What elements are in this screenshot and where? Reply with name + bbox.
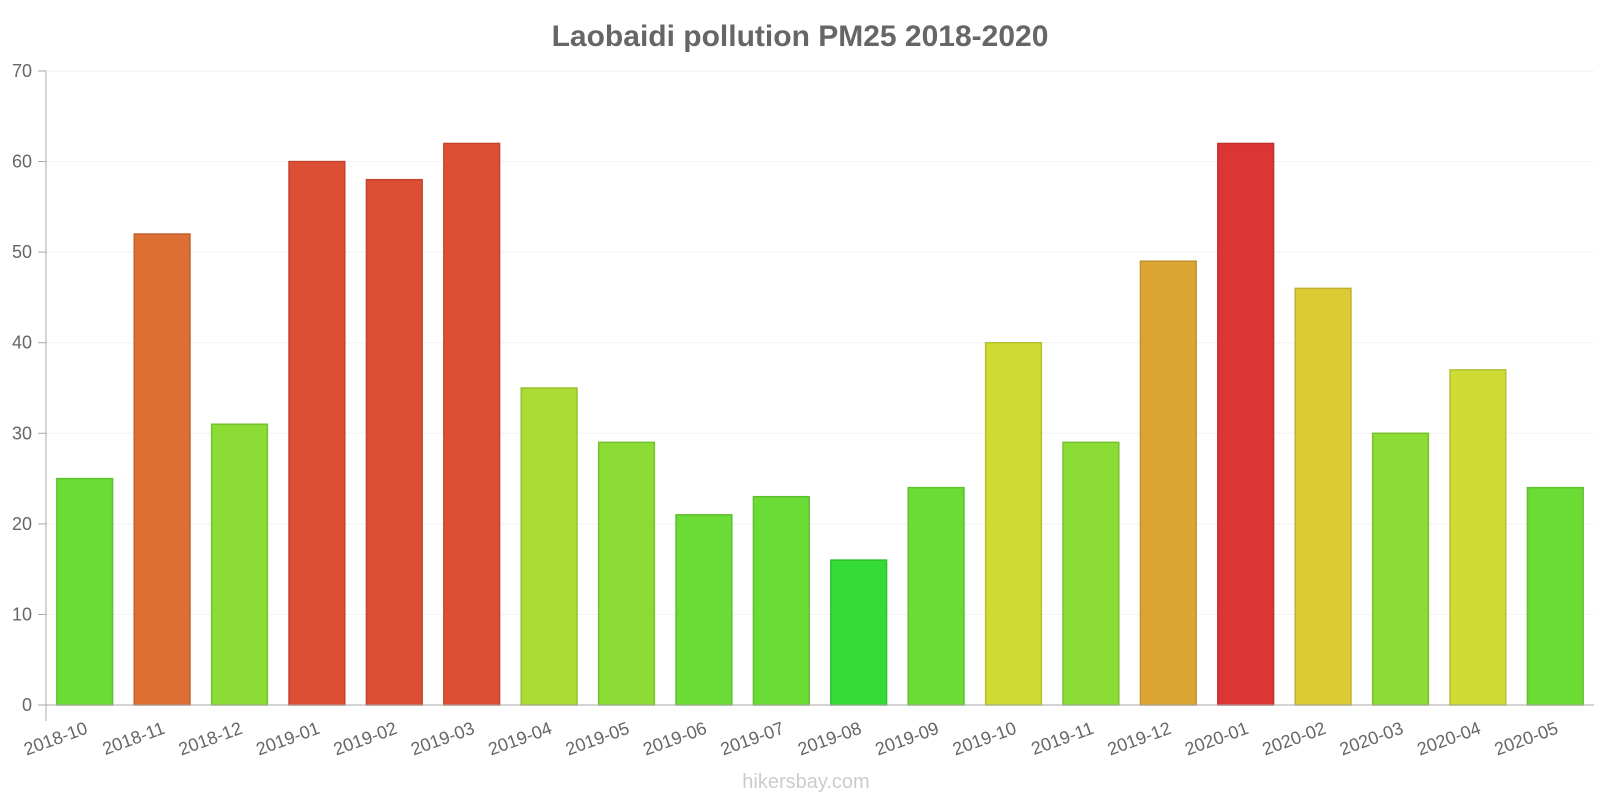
x-tick-label: 2020-01 <box>1182 718 1251 759</box>
y-tick-label: 70 <box>12 61 32 81</box>
x-tick-label: 2019-11 <box>1029 718 1097 759</box>
bar-2018-10[interactable] <box>56 477 114 706</box>
grid-lines <box>46 70 1594 615</box>
bar-2019-01[interactable] <box>288 160 346 706</box>
y-tick-label: 50 <box>12 242 32 262</box>
bar-2019-08[interactable] <box>830 559 888 706</box>
y-tick-label: 60 <box>12 152 32 172</box>
x-tick-label: 2019-06 <box>640 718 709 759</box>
x-tick-label: 2020-03 <box>1337 718 1406 759</box>
x-tick-label: 2019-07 <box>718 718 787 759</box>
y-tick-label: 40 <box>12 333 32 353</box>
bar-2019-09[interactable] <box>907 486 965 706</box>
x-tick-label: 2019-03 <box>408 718 477 759</box>
y-tick-label: 10 <box>12 604 32 624</box>
bar-2019-02[interactable] <box>365 178 423 706</box>
y-axis-tick-labels: 0 10 20 30 40 50 60 70 <box>12 61 46 715</box>
bar-2019-05[interactable] <box>597 441 656 706</box>
bar-2020-03[interactable] <box>1371 432 1430 706</box>
x-tick-label: 2020-02 <box>1260 718 1329 759</box>
bar-2019-11[interactable] <box>1062 441 1120 706</box>
bar-2019-04[interactable] <box>520 387 578 706</box>
bar-2020-01[interactable] <box>1217 142 1275 706</box>
x-tick-label: 2019-09 <box>873 718 942 759</box>
bar-2019-12[interactable] <box>1139 260 1197 706</box>
bar-2020-02[interactable] <box>1294 287 1352 706</box>
bar-2019-06[interactable] <box>675 514 733 706</box>
bar-2018-12[interactable] <box>210 423 269 706</box>
bar-2020-04[interactable] <box>1449 369 1507 706</box>
x-axis-tick-labels: 2018-10 2018-11 2018-12 2019-01 2019-02 2019-… <box>21 718 1561 759</box>
x-tick-label: 2018-12 <box>176 718 245 759</box>
y-tick-label: 30 <box>12 423 32 443</box>
axes <box>38 71 1594 721</box>
bar-2019-07[interactable] <box>752 495 810 706</box>
x-tick-label: 2019-08 <box>795 718 864 759</box>
x-tick-label: 2018-11 <box>100 718 168 759</box>
x-tick-label: 2018-10 <box>21 718 90 759</box>
x-tick-label: 2019-10 <box>950 718 1019 759</box>
watermark: hikersbay.com <box>742 771 869 793</box>
x-tick-label: 2019-05 <box>563 718 632 759</box>
bar-2018-11[interactable] <box>133 233 191 706</box>
y-tick-label: 0 <box>22 695 32 715</box>
x-tick-label: 2019-01 <box>253 718 322 759</box>
x-tick-label: 2020-04 <box>1414 718 1483 759</box>
x-tick-label: 2019-02 <box>331 718 400 759</box>
x-tick-label: 2019-12 <box>1105 718 1174 759</box>
chart-title: Laobaidi pollution PM25 2018-2020 <box>552 20 1049 53</box>
bars <box>56 142 1584 706</box>
bar-2019-10[interactable] <box>984 341 1043 706</box>
x-tick-label: 2019-04 <box>486 718 555 759</box>
bar-2019-03[interactable] <box>443 142 501 706</box>
bar-2020-05[interactable] <box>1526 486 1584 706</box>
y-tick-label: 20 <box>12 514 32 534</box>
x-tick-label: 2020-05 <box>1492 718 1561 759</box>
